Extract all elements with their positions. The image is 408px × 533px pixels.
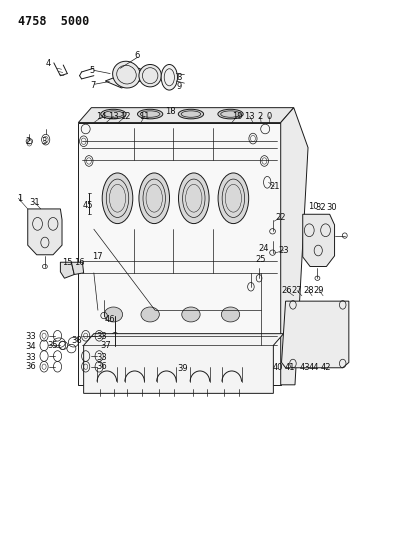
Polygon shape bbox=[71, 262, 84, 274]
Text: 11: 11 bbox=[140, 112, 150, 120]
Text: 5: 5 bbox=[89, 67, 94, 75]
Text: 13: 13 bbox=[108, 112, 119, 120]
Polygon shape bbox=[303, 214, 335, 266]
Text: 23: 23 bbox=[278, 246, 289, 255]
Ellipse shape bbox=[182, 307, 200, 322]
Text: 17: 17 bbox=[92, 253, 102, 261]
Ellipse shape bbox=[104, 307, 123, 322]
Text: 39: 39 bbox=[177, 365, 188, 373]
Text: 8: 8 bbox=[177, 73, 182, 82]
Text: 9: 9 bbox=[177, 82, 182, 91]
Text: 15: 15 bbox=[62, 258, 73, 266]
Polygon shape bbox=[84, 334, 284, 393]
Text: 42: 42 bbox=[320, 364, 331, 372]
Text: 19: 19 bbox=[232, 112, 243, 120]
Ellipse shape bbox=[292, 311, 320, 352]
Text: 34: 34 bbox=[25, 342, 36, 351]
Ellipse shape bbox=[218, 173, 248, 224]
Text: 29: 29 bbox=[314, 286, 324, 295]
Text: 27: 27 bbox=[292, 286, 302, 295]
Text: 31: 31 bbox=[29, 198, 40, 207]
Ellipse shape bbox=[113, 61, 140, 88]
Ellipse shape bbox=[139, 64, 162, 87]
Ellipse shape bbox=[139, 173, 170, 224]
Ellipse shape bbox=[102, 173, 133, 224]
Text: 2: 2 bbox=[25, 137, 30, 146]
Text: 22: 22 bbox=[275, 213, 286, 222]
Text: 4: 4 bbox=[46, 60, 51, 68]
Text: 33: 33 bbox=[96, 333, 106, 341]
Text: 33: 33 bbox=[25, 353, 36, 361]
Text: 32: 32 bbox=[315, 204, 326, 212]
Ellipse shape bbox=[319, 314, 343, 352]
Text: 2: 2 bbox=[258, 112, 263, 120]
Text: 46: 46 bbox=[105, 316, 115, 324]
Text: 43: 43 bbox=[300, 364, 310, 372]
Text: 3: 3 bbox=[41, 137, 47, 146]
Text: 30: 30 bbox=[326, 204, 337, 212]
Ellipse shape bbox=[161, 64, 177, 90]
Text: 44: 44 bbox=[309, 364, 319, 372]
Ellipse shape bbox=[178, 109, 204, 119]
Polygon shape bbox=[78, 108, 294, 123]
Text: 7: 7 bbox=[90, 81, 96, 90]
Text: 14: 14 bbox=[96, 112, 106, 120]
Ellipse shape bbox=[218, 109, 243, 119]
Text: 40: 40 bbox=[273, 364, 284, 372]
Polygon shape bbox=[60, 262, 74, 278]
Ellipse shape bbox=[141, 307, 159, 322]
Text: 13: 13 bbox=[244, 112, 255, 120]
Text: 33: 33 bbox=[25, 333, 36, 341]
Text: 36: 36 bbox=[25, 362, 36, 371]
Text: 28: 28 bbox=[303, 286, 314, 295]
Text: 36: 36 bbox=[96, 362, 106, 371]
Text: 0: 0 bbox=[267, 112, 272, 120]
Polygon shape bbox=[281, 108, 308, 385]
Text: 45: 45 bbox=[82, 201, 93, 209]
Text: 33: 33 bbox=[96, 353, 106, 361]
Text: 35: 35 bbox=[47, 341, 58, 350]
Text: 18: 18 bbox=[165, 108, 176, 116]
Text: 37: 37 bbox=[100, 341, 111, 350]
Text: 25: 25 bbox=[255, 255, 266, 264]
Text: 24: 24 bbox=[258, 245, 268, 253]
Text: 6: 6 bbox=[134, 52, 140, 60]
Text: 12: 12 bbox=[120, 112, 131, 120]
Text: 38: 38 bbox=[71, 336, 82, 344]
Polygon shape bbox=[28, 209, 62, 255]
Ellipse shape bbox=[101, 109, 126, 119]
Text: 1: 1 bbox=[17, 194, 22, 203]
Text: 4758  5000: 4758 5000 bbox=[18, 15, 90, 28]
Text: 41: 41 bbox=[284, 364, 295, 372]
Polygon shape bbox=[105, 68, 154, 88]
Ellipse shape bbox=[178, 173, 209, 224]
Polygon shape bbox=[282, 301, 349, 368]
Bar bbox=[78, 123, 281, 385]
Ellipse shape bbox=[221, 307, 240, 322]
Ellipse shape bbox=[137, 109, 163, 119]
Text: 10: 10 bbox=[308, 203, 319, 211]
Text: 21: 21 bbox=[269, 182, 279, 191]
Text: 26: 26 bbox=[281, 286, 292, 295]
Text: 16: 16 bbox=[74, 258, 85, 266]
